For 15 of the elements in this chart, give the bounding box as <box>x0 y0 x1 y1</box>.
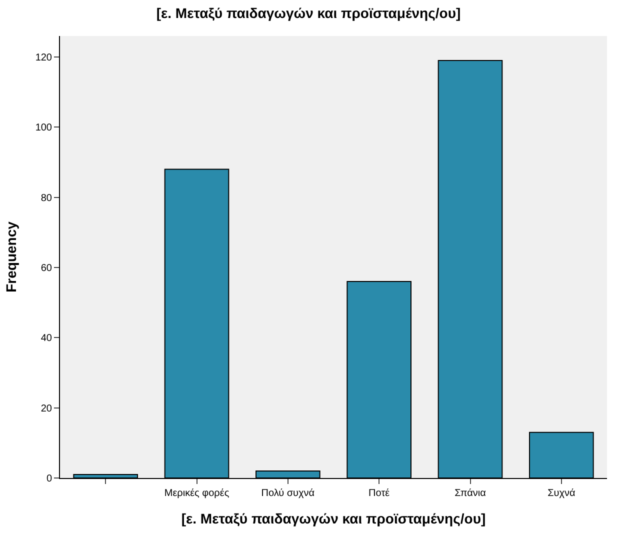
x-tick-label: Σπάνια <box>454 488 486 499</box>
y-tick-label: 40 <box>40 333 52 344</box>
x-tick-label: Πολύ συχνά <box>261 488 315 499</box>
y-tick-label: 60 <box>40 263 52 274</box>
y-tick-label: 20 <box>40 403 52 414</box>
y-tick-label: 100 <box>35 122 52 134</box>
y-tick-label: 120 <box>35 52 52 64</box>
x-axis-title: [ε. Μεταξύ παιδαγωγών και προϊσταμένης/ου] <box>181 510 486 526</box>
x-tick-label: Συχνά <box>548 488 576 499</box>
y-axis-title: Frequency <box>2 221 19 292</box>
y-tick-label: 0 <box>46 474 52 484</box>
x-tick-label: Μερικές φορές <box>164 488 230 499</box>
x-tick-label: Ποτέ <box>368 488 390 499</box>
y-tick-label: 80 <box>40 192 52 204</box>
chart-title: [ε. Μεταξύ παιδαγωγών και προϊσταμένης/ου] <box>156 4 461 21</box>
